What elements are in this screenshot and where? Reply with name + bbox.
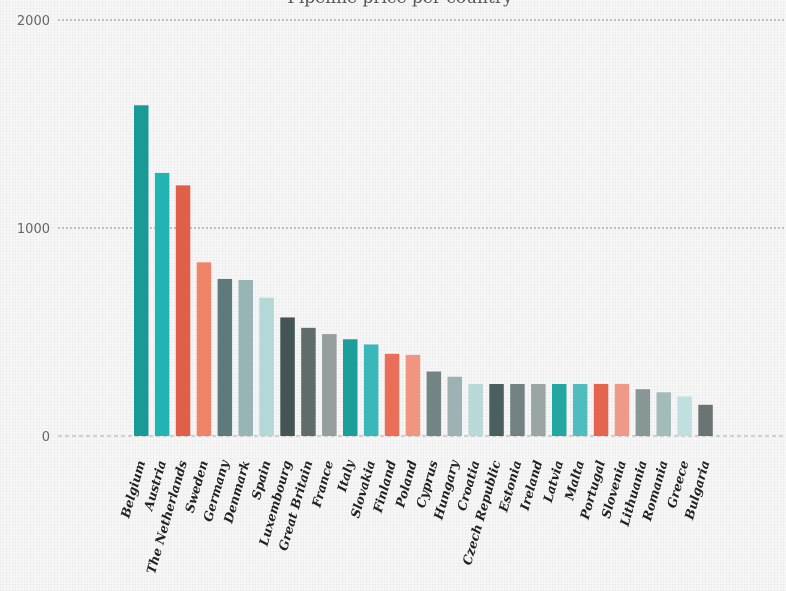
bar-france [322,334,337,436]
y-tick-label: 1000 [17,222,50,237]
bar-italy [343,339,358,436]
bar-luxembourg [280,317,295,436]
bar-denmark [238,280,253,436]
bar-cyprus [426,371,442,436]
y-tick-label: 0 [42,430,50,445]
bar-ireland [531,384,546,436]
x-tick-label-belgium: Belgium [117,459,148,521]
bar-latvia [552,384,567,436]
bar-austria [154,172,170,436]
bar-lithuania [635,389,651,436]
bar-finland [384,353,400,436]
bars [134,105,713,436]
bar-slovakia [363,344,379,436]
y-axis: 0 1000 2000 [17,14,50,445]
bar-slovenia [614,384,630,436]
bar-croatia [468,384,483,436]
bar-estonia [510,384,525,436]
bar-romania [656,392,671,436]
bar-bulgaria [698,404,713,436]
bar-czech-republic [489,384,504,436]
bar-belgium [134,105,149,436]
bar-the-netherlands [175,185,191,436]
bar-germany [217,278,233,436]
y-tick-label: 2000 [17,14,50,29]
bar-poland [405,354,421,436]
bar-greece [677,396,692,436]
bar-spain [259,297,274,436]
bar-hungary [447,376,462,436]
bar-portugal [593,384,609,436]
bar-malta [572,384,588,436]
x-tick-label-italy: Italy [334,458,358,494]
bar-sweden [196,262,212,436]
chart-title: Pipeline price per country [287,0,513,8]
bar-great-britain [301,327,316,436]
